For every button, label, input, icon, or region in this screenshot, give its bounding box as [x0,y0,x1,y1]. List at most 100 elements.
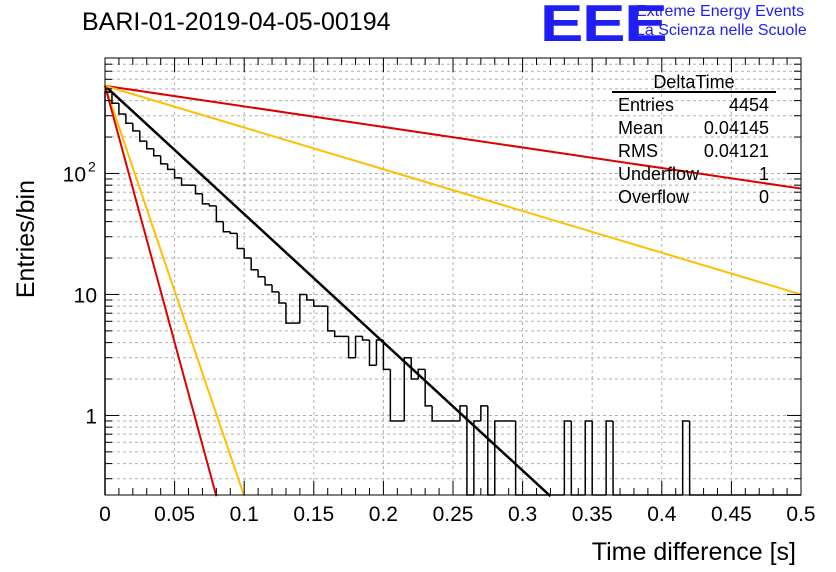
histogram-bin [278,291,286,304]
stats-label: Overflow [618,187,690,207]
histogram-bin [222,221,231,233]
y-axis-label: Entries/bin [12,180,40,298]
logo-line-1: Extreme Energy Events [636,3,805,20]
y-tick-label: 10 [74,284,97,307]
histogram-bin [111,92,119,105]
histogram-bin [271,284,279,293]
x-tick-label: 0.2 [369,503,398,526]
histogram-bin [313,299,321,307]
fit-curves [104,84,802,498]
histogram-bin [201,193,210,205]
x-tick-label: 0.4 [647,503,677,526]
stats-box: DeltaTime Entries 4454 Mean 0.04145 RMS 0.041… [612,72,776,207]
x-tick-labels: 0 0.05 0.1 0.15 0.2 0.25 0.3 0.35 0.4 0.45 0.5 [99,503,815,526]
histogram-bin [347,336,356,359]
histogram-bin [285,302,293,324]
stats-rows: Entries 4454 Mean 0.04145 RMS 0.04121Underflo… [618,95,769,207]
histogram-bin [180,177,189,186]
histogram-bin [139,130,147,142]
histogram-bin [514,420,523,496]
histogram-bin [264,276,273,286]
x-tick-label: 0 [99,503,111,526]
histogram-bin [236,233,245,250]
stats-label: RMS [618,141,658,161]
histogram-bin [382,340,391,371]
histogram-bin [152,148,161,157]
fit-curve [104,85,218,497]
stats-label: Mean [618,118,663,138]
fit-curve [104,84,552,498]
histogram-bin [146,141,154,150]
histogram-bin [403,356,412,421]
x-tick-label: 0.3 [508,503,537,526]
logo-line-2: La Scienza nelle Scuole [636,22,807,39]
histogram-bin [473,420,481,495]
stats-value: 1 [759,164,769,184]
histogram-bin [326,306,335,332]
histogram-bin [612,420,621,496]
fit-curve [104,84,802,296]
x-tick-label: 0.25 [433,503,474,526]
histogram-bin [361,336,370,341]
histogram-bin [173,169,182,179]
histogram-bin [132,123,140,132]
y-tick-exponent: 2 [88,158,96,174]
histogram-bin [368,340,377,366]
histogram-bin [208,203,217,207]
histogram-bin [584,420,593,495]
histogram-bin [410,357,419,380]
histogram-bin [494,420,502,495]
stats-value: 4454 [729,95,769,115]
histogram-bin [257,269,266,278]
histogram-bin [250,258,259,271]
histogram-bin [159,155,168,165]
histogram-bin [570,420,579,496]
histogram-bin [431,405,440,422]
histogram-bin [480,405,488,421]
histogram-bin [333,330,342,338]
stats-title: DeltaTime [653,72,734,92]
x-tick-label: 0.15 [293,503,334,526]
plot-title: BARI-01-2019-04-05-00194 [82,8,391,36]
histogram-bin [417,368,426,380]
histogram-bin [299,293,307,324]
histogram-bin [194,185,203,195]
histogram-bin [424,369,433,407]
histogram-bin [354,335,363,358]
eee-logo: EEE [540,0,668,53]
axis-ticks [104,58,802,495]
x-tick-label: 0.45 [711,503,752,526]
histogram-bin [605,420,614,495]
histogram-bin [681,420,690,495]
fit-curve [104,84,802,190]
x-tick-label: 0.5 [786,503,815,526]
histogram-bin [591,420,600,496]
x-axis-label: Time difference [s] [592,538,796,566]
histogram-bin [375,339,384,366]
histogram-bin [459,405,467,421]
histogram-bin [118,103,126,115]
histogram-bin [215,205,224,223]
stats-label: Entries [618,95,674,115]
histogram-bin [243,248,252,259]
fit-curve [104,85,246,497]
x-tick-label: 0.05 [154,503,195,526]
histogram-bin [389,369,398,422]
y-tick-label: 10 [63,163,86,186]
histogram-bin [563,420,572,495]
histogram-bin [229,231,238,235]
histogram-bin [125,114,133,124]
x-tick-label: 0.35 [572,503,613,526]
histogram-bin [306,294,314,301]
histogram-bin [487,405,495,496]
y-tick-label: 1 [85,405,97,428]
stats-value: 0.04121 [704,141,769,161]
histogram-bin [166,163,175,171]
stats-label: Underflow [618,164,700,184]
stats-value: 0.04145 [704,118,769,138]
histogram-bin [688,420,697,496]
x-tick-label: 0.1 [230,503,259,526]
stats-value: 0 [759,187,769,207]
